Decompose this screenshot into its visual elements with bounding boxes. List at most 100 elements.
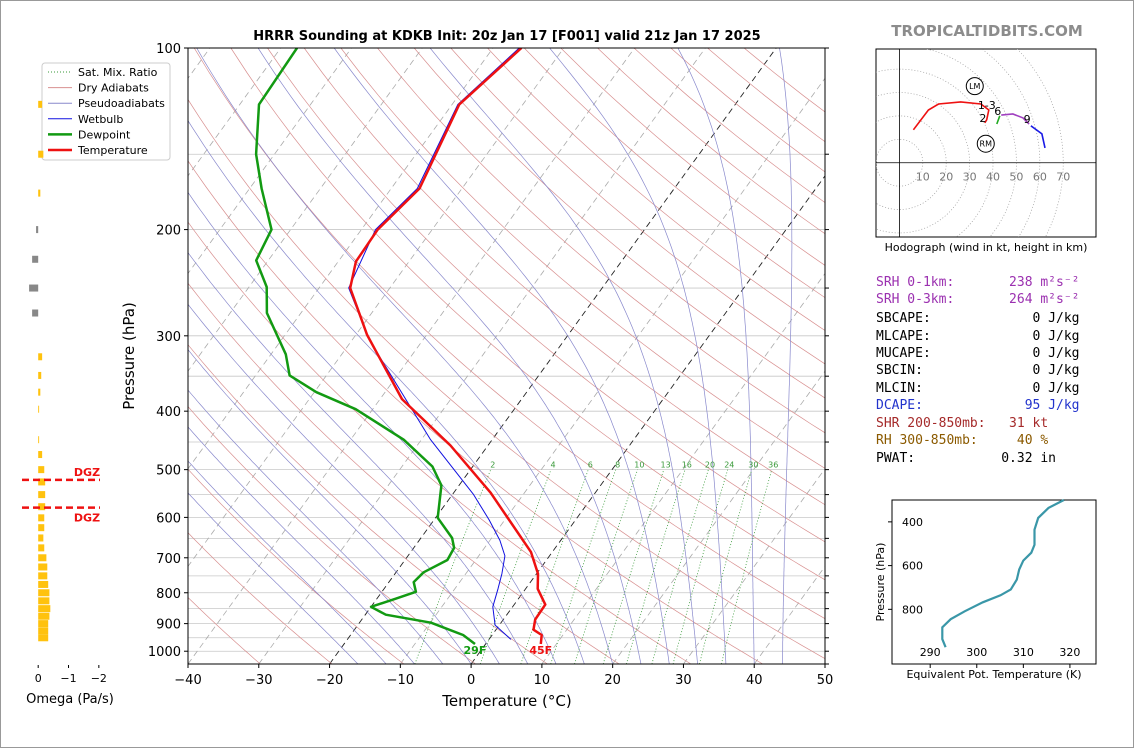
isotherm xyxy=(188,48,423,372)
dry-adiabat xyxy=(188,282,620,664)
omega-bar xyxy=(38,620,49,628)
isotherm xyxy=(258,48,706,664)
pseudoadiabat xyxy=(188,460,387,664)
mixing-ratio-label: 8 xyxy=(615,460,620,469)
y-axis-label: Pressure (hPa) xyxy=(120,302,138,410)
thetae-x-label: Equivalent Pot. Temperature (K) xyxy=(906,668,1081,681)
thetae-y-tick-label: 400 xyxy=(902,516,923,529)
omega-bar xyxy=(38,388,41,396)
omega-bar xyxy=(38,371,42,379)
mixing-ratio-label: 10 xyxy=(634,460,644,469)
mixing-ratio-label: 30 xyxy=(748,460,758,469)
dry-adiabat xyxy=(188,596,261,664)
storm-motion-label: RM xyxy=(980,140,993,149)
omega-bar xyxy=(38,503,46,511)
x-tick-label: 50 xyxy=(817,673,834,688)
y-tick-label: 700 xyxy=(156,552,181,567)
stat-row: SHR 200-850mb: 31 kt xyxy=(876,416,1048,431)
stat-row: MLCAPE: 0 J/kg xyxy=(876,329,1080,344)
x-tick-label: 0 xyxy=(467,673,475,688)
thetae-x-tick-label: 300 xyxy=(966,646,987,659)
omega-bar xyxy=(38,150,44,158)
isotherm xyxy=(329,48,777,664)
hodograph-area: 10 20 30 40 50 60 70 1-326 9 LM RM xyxy=(876,49,1096,237)
y-tick-label: 300 xyxy=(156,330,181,345)
dry-adiabat xyxy=(188,160,763,664)
watermark: TROPICALTIDBITS.COM xyxy=(891,22,1083,40)
chart-title: HRRR Sounding at KDKB Init: 20z Jan 17 [… xyxy=(253,29,760,44)
omega-bar xyxy=(38,466,45,474)
y-tick-label: 600 xyxy=(156,511,181,526)
mixing-ratio-label: 16 xyxy=(682,460,692,469)
thetae-frame xyxy=(891,499,1097,665)
hodograph-line xyxy=(1030,125,1046,149)
pseudoadiabat xyxy=(188,349,472,664)
surface-label: 45F xyxy=(529,644,552,657)
isotherm xyxy=(188,48,494,470)
mixing-ratio-label: 20 xyxy=(705,460,715,469)
pseudoadiabat xyxy=(188,120,585,664)
omega-bar xyxy=(38,405,40,413)
omega-bar xyxy=(38,491,46,499)
dry-adiabat xyxy=(230,48,825,581)
x-tick-label: 20 xyxy=(604,673,621,688)
mixing-ratio-line xyxy=(479,469,552,664)
stat-row: SRH 0-1km: 238 m²s⁻² xyxy=(876,275,1080,290)
x-tick-label: 10 xyxy=(534,673,551,688)
mixing-ratio-line xyxy=(520,469,589,664)
profile-line xyxy=(348,48,547,645)
pseudoadiabat xyxy=(677,48,755,664)
legend-label: Sat. Mix. Ratio xyxy=(78,66,158,79)
hodograph-caption: Hodograph (wind in kt, height in km) xyxy=(885,241,1088,254)
dry-adiabat xyxy=(188,98,825,660)
omega-bar xyxy=(38,436,40,444)
pseudoadiabat xyxy=(196,48,614,664)
mixing-ratio-line xyxy=(721,469,773,664)
pseudoadiabat xyxy=(429,48,698,664)
height-label: 1-3 xyxy=(978,99,996,112)
omega-bar xyxy=(38,612,50,620)
isotherm xyxy=(400,77,825,664)
dry-adiabat xyxy=(523,48,825,299)
hodograph-line xyxy=(912,101,990,131)
omega-bar xyxy=(38,580,49,588)
omega-bar xyxy=(38,634,49,642)
pseudoadiabat xyxy=(257,48,642,664)
isotherm xyxy=(541,272,825,664)
dry-adiabat xyxy=(340,48,825,469)
omega-axis-label: Omega (Pa/s) xyxy=(26,692,114,707)
dry-adiabat xyxy=(188,221,692,664)
hodograph-ring-label: 40 xyxy=(986,171,1000,184)
x-tick-label: −40 xyxy=(174,673,201,688)
pseudoadiabat xyxy=(188,389,444,664)
omega-x-tick-label: −2 xyxy=(91,672,107,685)
hodograph-ring-label: 50 xyxy=(1009,171,1023,184)
dry-adiabat xyxy=(188,532,333,664)
omega-bar xyxy=(29,284,39,292)
profile-line xyxy=(348,48,520,640)
y-tick-label: 200 xyxy=(156,224,181,239)
omega-bar xyxy=(38,189,41,197)
hodograph-ring-label: 70 xyxy=(1056,171,1070,184)
storm-motion-marker xyxy=(965,77,984,96)
thetae-line xyxy=(941,499,1065,648)
y-tick-label: 1000 xyxy=(148,645,181,660)
omega-bar xyxy=(38,514,45,522)
omega-bar xyxy=(38,563,48,571)
isotherm xyxy=(188,48,282,177)
omega-bar xyxy=(38,451,43,459)
isotherm xyxy=(470,175,825,664)
mixing-ratio-line xyxy=(626,469,686,664)
stat-row: PWAT: 0.32 in xyxy=(876,451,1056,466)
omega-bar xyxy=(38,353,43,361)
pseudoadiabat xyxy=(188,303,500,664)
omega-bar xyxy=(38,524,45,532)
legend-label: Temperature xyxy=(77,144,148,157)
thetae-y-tick-label: 600 xyxy=(902,560,923,573)
stat-row: MUCAPE: 0 J/kg xyxy=(876,346,1080,361)
legend-box xyxy=(41,62,171,161)
mixing-ratio-label: 4 xyxy=(550,460,555,469)
legend-label: Wetbulb xyxy=(78,113,123,126)
omega-bar xyxy=(38,627,49,635)
